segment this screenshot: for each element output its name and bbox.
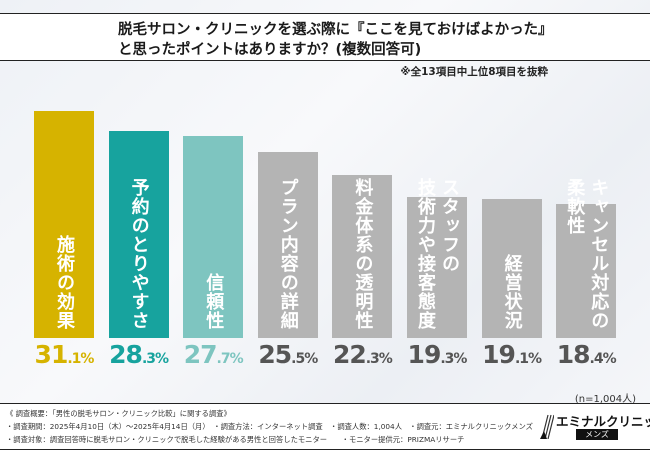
survey-details: ・調査期間：2025年4月10日（木）～2025年4月14日（月） ・調査方法：…: [6, 422, 533, 431]
bar-label: 経営状況: [482, 254, 542, 330]
value-label: 18.4%: [549, 340, 623, 369]
bar-label-line: キャンセル対応の: [588, 178, 610, 330]
survey-footer: 《 調査概要：「男性の脱毛サロン・クリニック比較」に関する調査》 ・調査期間：2…: [0, 403, 650, 450]
value-label: 22.3%: [325, 340, 399, 369]
value-decimal: .3%: [440, 351, 467, 367]
bar: キャンセル対応の 柔軟性: [556, 178, 617, 338]
value-integer: 27: [183, 340, 218, 369]
value-integer: 19: [407, 340, 442, 369]
bar-label-line: 料金体系の透明性: [352, 177, 374, 330]
bar-label-line: 技術力や接客態度: [415, 178, 436, 330]
value-decimal: .5%: [291, 351, 318, 367]
logo-sub: メンズ: [576, 429, 618, 440]
bar-label-line: 予約のとりやすさ: [128, 177, 150, 330]
logo-name: エミナルクリニック: [556, 414, 650, 429]
bar: 料金体系の透明性: [332, 175, 393, 338]
bar-label: 予約のとりやすさ: [109, 178, 169, 330]
clinic-logo: エミナルクリニック メンズ: [540, 411, 650, 443]
survey-overview: 《 調査概要：「男性の脱毛サロン・クリニック比較」に関する調査》: [6, 409, 231, 418]
bar-label-line: プラン内容の詳細: [277, 177, 299, 330]
value-decimal: .4%: [589, 351, 617, 367]
chart-note: ※全13項目中上位8項目を抜粋: [400, 66, 548, 78]
bar-label: スタッフの 技術力や接客態度: [407, 178, 467, 330]
bar: 予約のとりやすさ: [108, 131, 169, 338]
bar-label: プラン内容の詳細: [258, 178, 318, 330]
value-label: 25.5%: [251, 340, 325, 369]
value-label: 19.3%: [400, 340, 474, 369]
value-integer: 22: [332, 340, 367, 369]
bar-label-line: 施術の効果: [54, 235, 75, 330]
value-decimal: .1%: [514, 351, 542, 367]
value-decimal: .3%: [141, 351, 169, 367]
bar: 施術の効果: [34, 111, 94, 338]
bar-label: キャンセル対応の 柔軟性: [556, 178, 616, 330]
chart-title-line1: 脱毛サロン・クリニックを選ぶ際に『ここを見ておけばよかった』: [118, 22, 553, 38]
value-integer: 28: [109, 340, 143, 369]
survey-target: ・調査対象：調査回答時に脱毛サロン・クリニックで脱毛した経験がある男性と回答した…: [6, 435, 465, 444]
value-decimal: .7%: [216, 351, 244, 367]
bar: 経営状況: [481, 198, 542, 338]
value-integer: 19: [482, 340, 516, 369]
bar-label-line: 信頼性: [203, 272, 225, 330]
sample-size: (n=1,004人): [574, 394, 636, 405]
value-integer: 31: [34, 340, 69, 369]
bar: プラン内容の詳細: [257, 151, 318, 338]
value-label: 28.3%: [102, 340, 176, 369]
value-label: 19.1%: [475, 340, 549, 369]
bar-label-line: 柔軟性: [564, 178, 586, 235]
value-decimal: .3%: [365, 351, 393, 367]
value-integer: 25: [258, 340, 292, 369]
bar: スタッフの 技術力や接客態度: [407, 178, 467, 338]
bar-label-line: 経営状況: [501, 253, 523, 330]
bar-label: 料金体系の透明性: [332, 178, 392, 330]
logo-mark-icon: [540, 414, 554, 439]
value-integer: 18: [556, 340, 591, 369]
title-box: 脱毛サロン・クリニックを選ぶ際に『ここを見ておけばよかった』 と思ったポイントは…: [0, 13, 650, 61]
value-decimal: .1%: [67, 351, 94, 367]
bar-label: 信頼性: [183, 273, 243, 330]
value-label: 31.1%: [27, 340, 101, 369]
value-label: 27.7%: [176, 340, 250, 369]
bar-label-line: スタッフの: [439, 178, 460, 273]
bar: 信頼性: [183, 135, 244, 338]
chart-title-line2: と思ったポイントはありますか？(複数回答可): [118, 42, 422, 58]
bar-label: 施術の効果: [34, 235, 94, 330]
